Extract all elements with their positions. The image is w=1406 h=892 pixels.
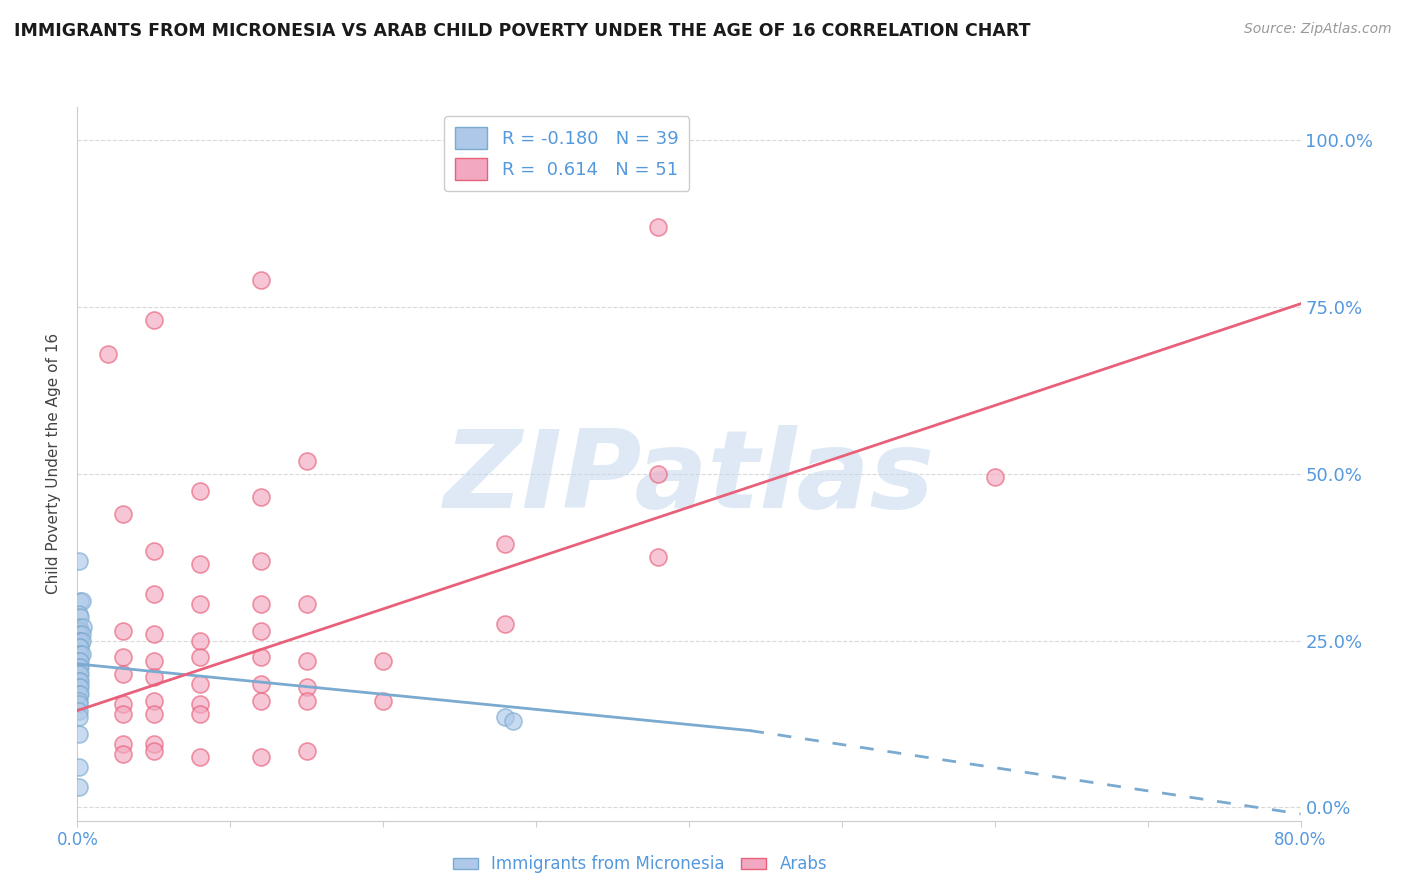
Point (188, 557, 211, 571)
Point (647, 550, 669, 565)
Point (112, 737, 135, 751)
Point (67, 640, 90, 655)
Point (188, 677, 211, 691)
Point (647, 220, 669, 235)
Point (69, 660, 91, 674)
Point (70, 593, 93, 607)
Point (67, 693, 90, 707)
Point (70, 633, 93, 648)
Point (188, 483, 211, 498)
Point (495, 616, 517, 631)
Point (112, 697, 135, 711)
Point (142, 670, 165, 684)
Point (647, 467, 669, 481)
Point (67, 780, 90, 795)
Text: IMMIGRANTS FROM MICRONESIA VS ARAB CHILD POVERTY UNDER THE AGE OF 16 CORRELATION: IMMIGRANTS FROM MICRONESIA VS ARAB CHILD… (14, 22, 1031, 40)
Point (67, 687, 90, 701)
Point (69, 654, 91, 668)
Point (495, 710, 517, 724)
Text: Source: ZipAtlas.com: Source: ZipAtlas.com (1244, 22, 1392, 37)
Point (112, 507, 135, 521)
Point (142, 627, 165, 641)
Point (250, 677, 273, 691)
Point (67, 673, 90, 688)
Point (984, 470, 1007, 484)
Point (142, 706, 165, 721)
Point (142, 737, 165, 751)
Point (250, 750, 273, 764)
Point (72, 620, 94, 634)
Point (112, 624, 135, 638)
Point (70, 627, 93, 641)
Point (295, 597, 318, 611)
Point (188, 750, 211, 764)
Point (69, 624, 91, 638)
Point (67, 710, 90, 724)
Point (69, 667, 91, 681)
Point (295, 693, 318, 707)
Point (67, 667, 90, 681)
Point (295, 743, 318, 757)
Point (69, 633, 91, 648)
Point (502, 714, 524, 728)
Point (67, 727, 90, 741)
Point (69, 673, 91, 688)
Point (69, 640, 91, 655)
Point (188, 697, 211, 711)
Point (371, 654, 394, 668)
Point (371, 693, 394, 707)
Point (97, 347, 120, 361)
Point (112, 747, 135, 761)
Point (188, 706, 211, 721)
Point (250, 553, 273, 567)
Point (67, 647, 90, 661)
Point (69, 610, 91, 624)
Point (67, 627, 90, 641)
Point (142, 543, 165, 558)
Point (67, 697, 90, 711)
Point (69, 593, 91, 607)
Point (495, 537, 517, 551)
Point (142, 743, 165, 757)
Point (188, 650, 211, 665)
Point (250, 693, 273, 707)
Point (250, 490, 273, 504)
Point (142, 313, 165, 327)
Point (188, 597, 211, 611)
Text: ZIPatlas: ZIPatlas (443, 425, 935, 531)
Point (67, 607, 90, 621)
Point (188, 633, 211, 648)
Point (69, 647, 91, 661)
Point (112, 706, 135, 721)
Point (67, 654, 90, 668)
Point (67, 660, 90, 674)
Point (112, 667, 135, 681)
Point (69, 680, 91, 694)
Point (250, 650, 273, 665)
Y-axis label: Child Poverty Under the Age of 16: Child Poverty Under the Age of 16 (46, 334, 62, 594)
Legend: Immigrants from Micronesia, Arabs: Immigrants from Micronesia, Arabs (446, 849, 834, 880)
Point (67, 553, 90, 567)
Point (142, 654, 165, 668)
Point (250, 597, 273, 611)
Point (142, 693, 165, 707)
Point (250, 624, 273, 638)
Point (67, 760, 90, 774)
Point (67, 633, 90, 648)
Point (67, 680, 90, 694)
Point (295, 654, 318, 668)
Point (112, 650, 135, 665)
Point (70, 647, 93, 661)
Point (67, 704, 90, 718)
Point (142, 587, 165, 601)
Point (250, 273, 273, 287)
Point (69, 687, 91, 701)
Point (295, 453, 318, 467)
Point (295, 680, 318, 694)
Point (67, 620, 90, 634)
